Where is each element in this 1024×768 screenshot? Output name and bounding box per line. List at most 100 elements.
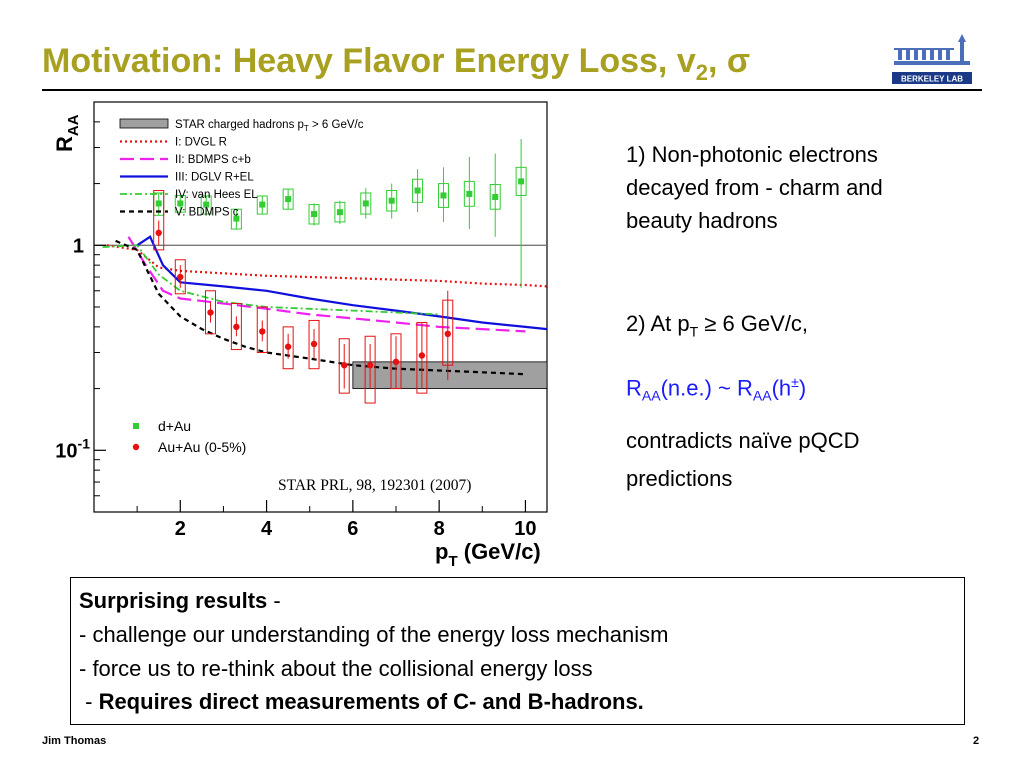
legend-marker-square — [133, 423, 139, 429]
marker-square — [259, 201, 266, 208]
sys-error-box — [308, 319, 320, 370]
point-2-b: ≥ 6 GeV/c, — [698, 311, 809, 336]
legend-entry: I: DVGL R — [120, 137, 227, 149]
x-axis-label-tail: (GeV/c) — [458, 539, 541, 564]
plot-legend: STAR charged hadrons pT > 6 GeV/c I: DVGL… — [119, 118, 364, 455]
dau-point — [360, 188, 372, 219]
marker-square — [492, 194, 499, 201]
dau-point — [412, 169, 424, 213]
auau-point — [256, 306, 268, 353]
y-tick-label-exponent: -1 — [78, 435, 91, 451]
y-axis-label: RAA — [52, 114, 82, 152]
model-curves — [102, 235, 548, 376]
sys-error-box — [204, 290, 216, 335]
plot-frame — [93, 101, 548, 513]
marker-circle — [259, 328, 266, 335]
model-curve-5 — [115, 239, 526, 376]
marker-square — [466, 190, 473, 197]
contradiction-text: contradicts naïve pQCD predictions — [626, 428, 860, 491]
title-tail: , σ — [708, 42, 751, 80]
sys-error-box — [338, 338, 350, 394]
auau-point — [390, 333, 402, 390]
marker-square — [285, 196, 292, 203]
marker-circle — [444, 330, 451, 338]
legend-marker-label: Au+Au (0-5%) — [158, 439, 246, 455]
dau-point — [437, 167, 449, 222]
marker-square — [336, 209, 343, 216]
marker-circle — [177, 273, 184, 281]
marker-square — [155, 200, 162, 207]
legend-label: IV: van Hees EL — [175, 189, 258, 201]
x-tick-label: 6 — [347, 518, 358, 540]
dau-point — [334, 200, 346, 225]
model-curve-2 — [127, 236, 526, 333]
marker-square — [203, 201, 210, 208]
legend-entry: III: DGLV R+EL — [120, 172, 254, 184]
summary-line-3-bold: Requires direct measurements of C- and B… — [98, 689, 644, 714]
sys-error-box — [364, 335, 376, 404]
legend-marker-label: d+Au — [158, 418, 191, 434]
summary-box: Surprising results - - challenge our und… — [70, 577, 965, 725]
legend-label: II: BDMPS c+b — [175, 154, 251, 166]
marker-square — [414, 187, 421, 194]
summary-heading-line: Surprising results - — [79, 588, 281, 614]
legend-label: STAR charged hadrons pT > 6 GeV/c — [175, 119, 364, 133]
dau-point — [386, 183, 398, 219]
x-axis-label: pT (GeV/c) — [435, 539, 541, 570]
p3-a: R — [626, 375, 642, 401]
legend-entry: STAR charged hadrons pT > 6 GeV/c — [119, 118, 364, 133]
marker-circle — [366, 362, 374, 369]
hadron-band — [352, 361, 548, 389]
dau-point — [256, 195, 268, 215]
title-subscript: 2 — [695, 59, 708, 85]
summary-line-2: - force us to re-think about the collisi… — [79, 656, 593, 681]
logo-text: BERKELEY LAB — [901, 75, 963, 84]
x-tick-label: 4 — [261, 518, 273, 540]
legend-label-main: III: DGLV R+EL — [175, 172, 254, 184]
marker-square — [362, 200, 369, 207]
p3-b: (n.e.) ~ R — [660, 375, 753, 401]
auau-point — [153, 190, 165, 251]
legend-entry-marker: d+Au — [133, 418, 191, 434]
summary-line-3: - Requires direct measurements of C- and… — [79, 689, 644, 715]
sys-error-box — [282, 326, 294, 370]
legend-label: I: DVGL R — [175, 137, 227, 149]
p3-sub1: AA — [641, 387, 661, 404]
summary-heading-tail: - — [267, 588, 281, 613]
legend-label: V: BDMPS c — [175, 207, 239, 219]
dau-point — [174, 194, 186, 213]
point-2-text: 2) At pT ≥ 6 GeV/c, — [626, 307, 808, 348]
p3-sup: ± — [791, 374, 799, 390]
legend-label-main: I: DVGL R — [175, 137, 227, 149]
sys-error-box — [230, 303, 242, 351]
title-main: Motivation: Heavy Flavor Energy Loss, v — [42, 42, 696, 80]
dau-point — [489, 153, 501, 237]
y-tick-label: 10-1 — [55, 435, 90, 462]
dau-point — [308, 203, 320, 226]
legend-label-tail: > 6 GeV/c — [309, 119, 364, 131]
auau-point — [364, 335, 376, 404]
page-number: 2 — [973, 735, 980, 747]
marker-circle — [233, 323, 240, 331]
auau-point — [416, 322, 428, 394]
marker-square — [311, 211, 318, 218]
y-tick-label: 1 — [73, 235, 84, 257]
legend-entry-marker: Au+Au (0-5%) — [132, 439, 246, 455]
legend-entry: IV: van Hees EL — [120, 189, 258, 201]
plot-area — [93, 101, 548, 513]
charged-hadron-band — [352, 361, 548, 389]
dau-point — [282, 188, 294, 210]
legend-label-main: II: BDMPS c+b — [175, 154, 251, 166]
y-axis-label-main: R — [52, 136, 77, 152]
legend-entry: II: BDMPS c+b — [120, 154, 251, 166]
footer-author: Jim Thomas — [42, 735, 107, 747]
p3-c: (h — [771, 375, 792, 401]
x-axis-label-sub: T — [448, 553, 457, 570]
marker-circle — [341, 362, 348, 369]
berkeley-lab-logo: BERKELEY LAB — [892, 34, 972, 84]
marker-circle — [392, 358, 400, 366]
auau-point — [282, 326, 294, 370]
y-tick-label-base: 10 — [55, 440, 77, 462]
marker-circle — [310, 340, 318, 348]
